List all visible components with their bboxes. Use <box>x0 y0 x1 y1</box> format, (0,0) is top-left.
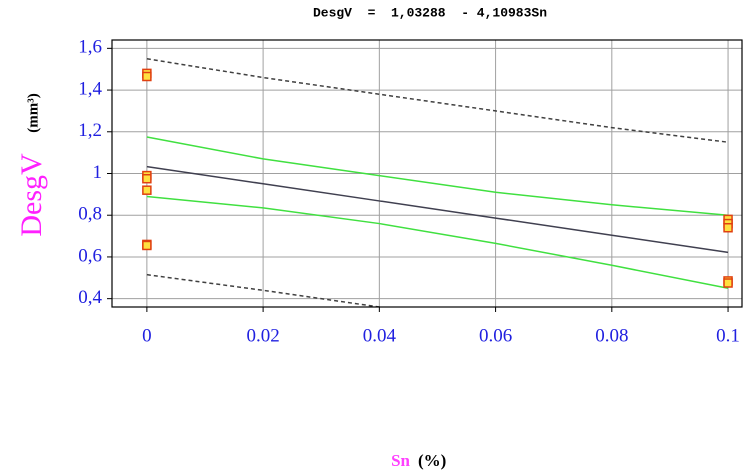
chart-title: DesgV = 1,03288 - 4,10983Sn <box>313 5 547 20</box>
data-point <box>723 278 733 288</box>
y-axis-title: DesgV (mm³) <box>15 93 48 236</box>
fit-line <box>146 165 729 254</box>
y-tick-label: 1,2 <box>78 120 102 141</box>
x-tick-label: 0.04 <box>363 325 397 346</box>
x-label: Sn <box>391 451 410 470</box>
fit-line <box>146 273 385 307</box>
fit-line <box>146 195 729 289</box>
x-unit: (%) <box>418 451 446 470</box>
x-tick-label: 0.08 <box>595 325 628 346</box>
y-tick-label: 1,4 <box>78 78 102 99</box>
y-tick-label: 1,6 <box>78 37 102 58</box>
plot-frame <box>111 39 743 308</box>
y-tick-label: 0,6 <box>78 245 102 266</box>
x-tick-label: 0.1 <box>716 325 740 346</box>
y-label: DesgV <box>15 153 48 237</box>
x-tick-label: 0.02 <box>246 325 279 346</box>
fit-line <box>146 58 729 143</box>
x-tick-label: 0 <box>142 325 152 346</box>
x-tick-label: 0.06 <box>479 325 512 346</box>
y-tick-label: 0,4 <box>78 287 102 308</box>
data-point <box>142 173 152 184</box>
data-point <box>723 222 733 233</box>
y-unit: (mm³) <box>25 93 41 132</box>
data-point <box>142 185 152 195</box>
y-tick-label: 1 <box>93 162 103 183</box>
data-point <box>142 240 152 251</box>
plot-area <box>146 58 729 307</box>
fit-line <box>146 136 729 216</box>
y-tick-label: 0,8 <box>78 204 102 225</box>
data-point <box>142 71 152 82</box>
